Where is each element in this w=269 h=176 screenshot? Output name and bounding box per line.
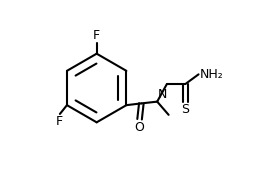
Text: F: F <box>93 29 100 42</box>
Text: S: S <box>181 103 189 116</box>
Text: NH₂: NH₂ <box>199 68 223 81</box>
Text: O: O <box>135 121 144 134</box>
Text: N: N <box>158 88 167 101</box>
Text: F: F <box>55 115 63 128</box>
